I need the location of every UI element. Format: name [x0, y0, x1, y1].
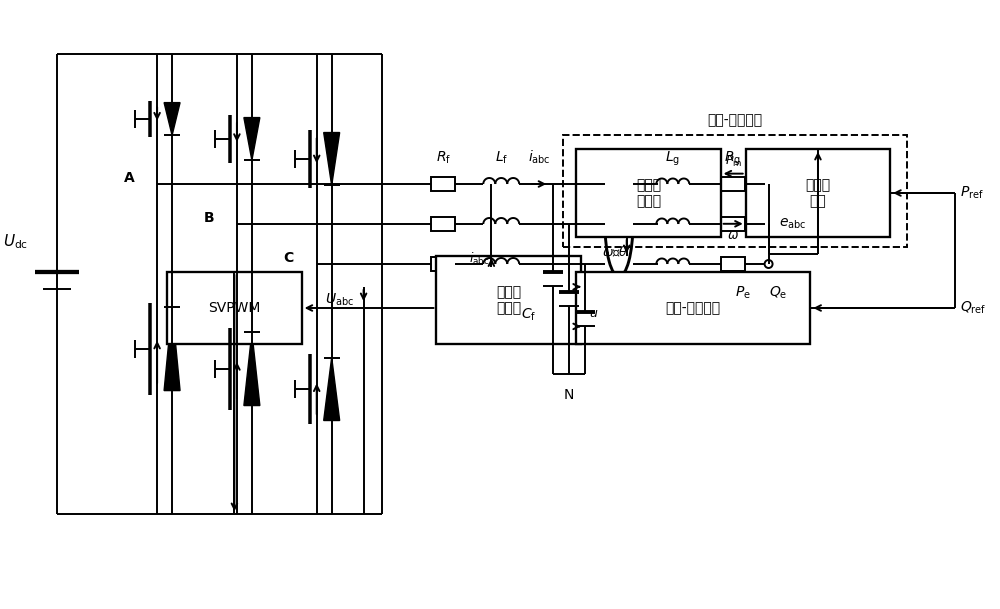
Text: $Q_{\rm ref}$: $Q_{\rm ref}$ [960, 300, 987, 316]
Polygon shape [324, 357, 340, 420]
Text: $i_{\rm abc}$: $i_{\rm abc}$ [469, 251, 490, 267]
Text: $P_{\rm ref}$: $P_{\rm ref}$ [960, 185, 984, 201]
Bar [563, 135, 907, 247]
Text: $\omega$: $\omega$ [727, 229, 739, 242]
Bar [746, 149, 890, 237]
Polygon shape [244, 333, 260, 406]
Text: A: A [124, 171, 135, 185]
Bar [167, 272, 302, 344]
Bar [436, 256, 581, 344]
Text: 电压电
流闭环: 电压电 流闭环 [496, 285, 521, 315]
Text: SVPWM: SVPWM [208, 301, 261, 315]
Text: $U_{\rm abc}$: $U_{\rm abc}$ [325, 292, 354, 308]
Text: $Q_{\rm e}$: $Q_{\rm e}$ [769, 285, 788, 301]
Bar [721, 217, 745, 231]
Text: N: N [564, 388, 574, 402]
Text: B: B [204, 211, 214, 225]
Text: 无功-电压控制: 无功-电压控制 [666, 301, 721, 315]
Polygon shape [244, 118, 260, 160]
Text: $e_{\rm abc}$: $e_{\rm abc}$ [779, 217, 806, 231]
Text: $U_{\rm dc}$: $U_{\rm dc}$ [3, 233, 28, 252]
Text: C: C [284, 251, 294, 265]
Polygon shape [164, 103, 180, 135]
Text: $i_{\rm abc}$: $i_{\rm abc}$ [528, 149, 551, 166]
Polygon shape [164, 308, 180, 390]
Text: $L_{\rm g}$: $L_{\rm g}$ [665, 150, 680, 169]
Bar [721, 177, 745, 191]
Text: $R_{\rm f}$: $R_{\rm f}$ [436, 150, 451, 166]
Text: $P_{\rm e}$: $P_{\rm e}$ [735, 285, 751, 301]
Text: $L_{\rm f}$: $L_{\rm f}$ [495, 150, 508, 166]
Text: 虚拟调
速器: 虚拟调 速器 [805, 178, 831, 208]
Text: 转子机
械方程: 转子机 械方程 [636, 178, 661, 208]
Bar [431, 177, 455, 191]
Text: $R_{\rm g}$: $R_{\rm g}$ [724, 150, 741, 169]
Text: $\omega$、$\theta$: $\omega$、$\theta$ [602, 245, 628, 259]
Bar [431, 217, 455, 231]
Text: $u$: $u$ [589, 308, 598, 320]
Bar [576, 272, 810, 344]
Text: $P_{\rm m}$: $P_{\rm m}$ [725, 153, 742, 169]
Polygon shape [324, 133, 340, 186]
Bar [721, 257, 745, 271]
Text: $C_{\rm f}$: $C_{\rm f}$ [521, 307, 536, 323]
Bar [576, 149, 721, 237]
Text: 有功-频率控制: 有功-频率控制 [708, 113, 763, 127]
Bar [431, 257, 455, 271]
